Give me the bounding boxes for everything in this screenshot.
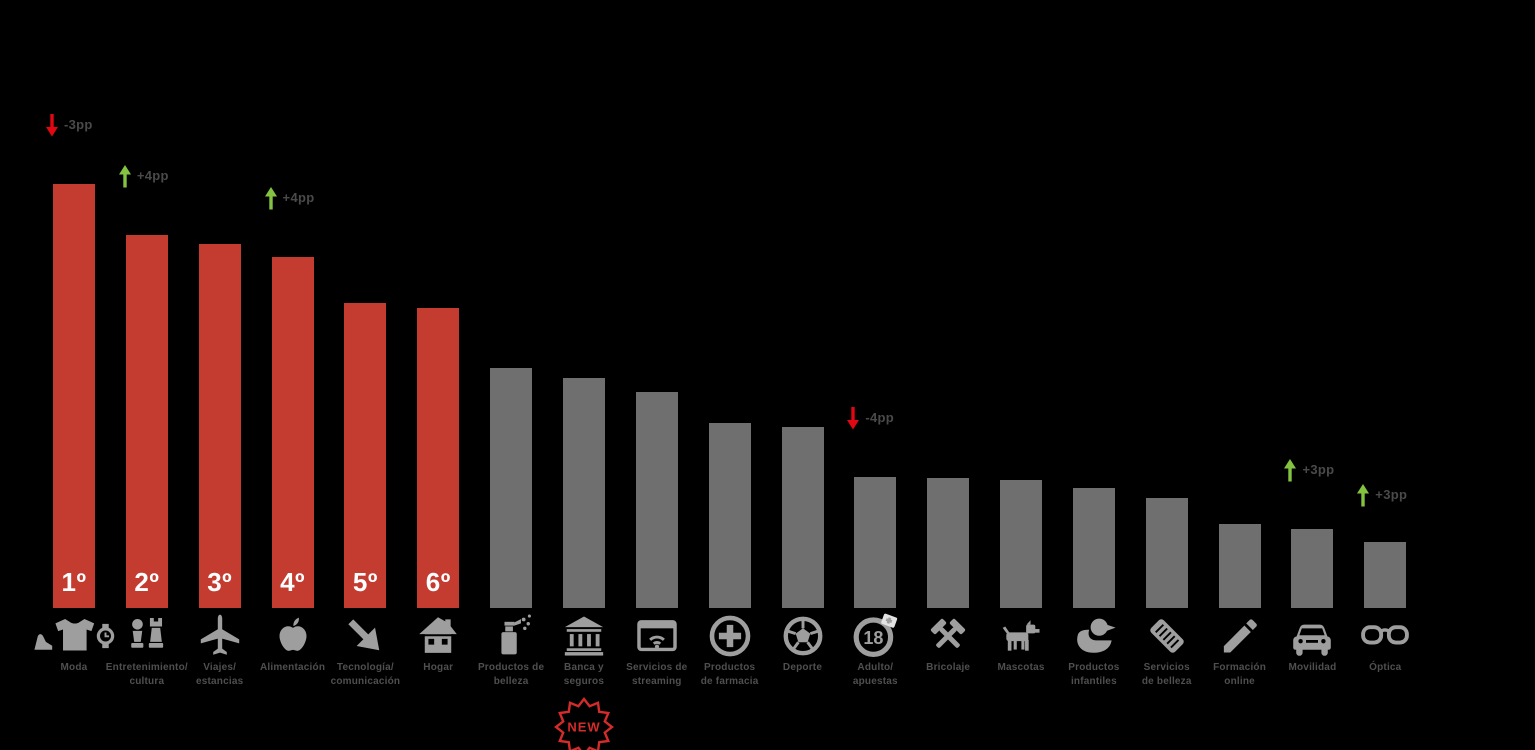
razor-icon	[1144, 613, 1190, 659]
category-label-servicios-de-streaming: Servicios de streaming	[626, 662, 688, 687]
annotation-optica: +3pp	[1357, 484, 1407, 507]
category-label-banca-y-seguros: Banca y seguros	[563, 662, 605, 687]
up-arrow-icon	[1284, 459, 1297, 482]
bar-servicios-de-belleza	[1145, 498, 1188, 608]
bank-icon	[561, 613, 607, 659]
new-badge: NEW	[554, 697, 614, 750]
annotation-text: -4pp	[865, 410, 894, 425]
pharmacy-cross-icon	[707, 613, 753, 659]
adult-18-icon: 18	[851, 613, 899, 659]
bar-formacion-online	[1218, 524, 1261, 608]
spray-icon	[488, 613, 534, 659]
bar-bricolaje	[927, 478, 970, 608]
annotation-adulto-apuestas: -4pp	[847, 407, 894, 430]
annotation-alimentacion: +4pp	[264, 187, 315, 210]
annotation-text: +4pp	[282, 190, 315, 205]
bar-servicios-de-streaming	[635, 392, 678, 608]
category-label-productos-de-farmacia: Productos de farmacia	[700, 662, 759, 687]
category-label-alimentacion: Alimentación	[259, 662, 326, 673]
apple-icon	[271, 613, 315, 659]
rank-label: 2º	[134, 567, 160, 597]
category-label-tecnologia-comunicacion: Tecnología/ comunicación	[330, 662, 401, 687]
category-label-deporte: Deporte	[782, 662, 823, 673]
bar-adulto-apuestas	[854, 477, 897, 608]
category-label-movilidad: Movilidad	[1288, 662, 1337, 673]
rank-label: 1º	[61, 567, 87, 597]
category-label-optica: Óptica	[1369, 662, 1402, 673]
bar-mascotas	[1000, 480, 1043, 608]
new-badge-label: NEW	[567, 720, 600, 735]
category-label-formacion-online: Formación online	[1213, 662, 1267, 687]
rank-label: 5º	[352, 567, 378, 597]
rank-label: 4º	[280, 567, 306, 597]
annotation-moda: -3pp	[46, 114, 93, 137]
category-label-adulto-apuestas: Adulto/ apuestas	[852, 662, 898, 687]
bar-entretenimiento-cultura: 2º	[125, 235, 168, 608]
bar-alimentacion: 4º	[271, 257, 314, 608]
rank-label: 6º	[425, 567, 451, 597]
fashion-icon	[30, 613, 118, 659]
bar-productos-de-farmacia	[708, 423, 751, 608]
dog-icon	[996, 613, 1046, 659]
new-badge-starburst	[554, 697, 614, 750]
bar-movilidad	[1291, 529, 1334, 608]
category-label-productos-de-belleza: Productos de belleza	[477, 662, 545, 687]
soccer-ball-icon	[781, 613, 825, 659]
down-arrow-icon	[847, 407, 860, 430]
annotation-text: +3pp	[1302, 462, 1335, 477]
category-label-moda: Moda	[60, 662, 88, 673]
annotation-entretenimiento-cultura: +4pp	[118, 165, 169, 188]
category-label-bricolaje: Bricolaje	[926, 662, 971, 673]
hammers-icon	[925, 613, 971, 659]
annotation-text: +3pp	[1375, 487, 1408, 502]
annotation-text: +4pp	[136, 168, 169, 183]
plane-icon	[196, 613, 244, 659]
duck-icon	[1070, 613, 1118, 659]
bar-tecnologia-comunicacion: 5º	[344, 303, 387, 608]
category-label-productos-infantiles: Productos infantiles	[1068, 662, 1120, 687]
up-arrow-icon	[1357, 484, 1370, 507]
bar-viajes-estancias: 3º	[198, 244, 241, 608]
category-label-hogar: Hogar	[423, 662, 454, 673]
house-icon	[415, 613, 461, 659]
category-label-entretenimiento-cultura: Entretenimiento/ cultura	[105, 662, 188, 687]
rank-label: 3º	[207, 567, 233, 597]
down-arrow-icon	[46, 114, 58, 137]
category-label-mascotas: Mascotas	[997, 662, 1045, 673]
bar-optica	[1364, 542, 1407, 608]
streaming-icon	[634, 613, 680, 659]
bar-productos-infantiles	[1072, 488, 1115, 608]
up-arrow-icon	[118, 165, 131, 188]
bar-moda: 1º	[53, 184, 95, 608]
bar-banca-y-seguros	[562, 378, 605, 608]
bar-productos-de-belleza	[490, 368, 533, 608]
bar-deporte	[781, 427, 824, 608]
svg-text:18: 18	[864, 628, 884, 648]
annotation-text: -3pp	[64, 117, 93, 132]
up-arrow-icon	[264, 187, 277, 210]
glasses-icon	[1360, 613, 1410, 659]
cursor-icon	[342, 613, 388, 659]
car-icon	[1288, 613, 1336, 659]
pencil-icon	[1218, 613, 1262, 659]
category-label-viajes-estancias: Viajes/ estancias	[195, 662, 244, 687]
bar-hogar: 6º	[417, 308, 460, 608]
annotation-movilidad: +3pp	[1284, 459, 1334, 482]
category-label-servicios-de-belleza: Servicios de belleza	[1141, 662, 1192, 687]
chess-icon	[125, 613, 169, 659]
